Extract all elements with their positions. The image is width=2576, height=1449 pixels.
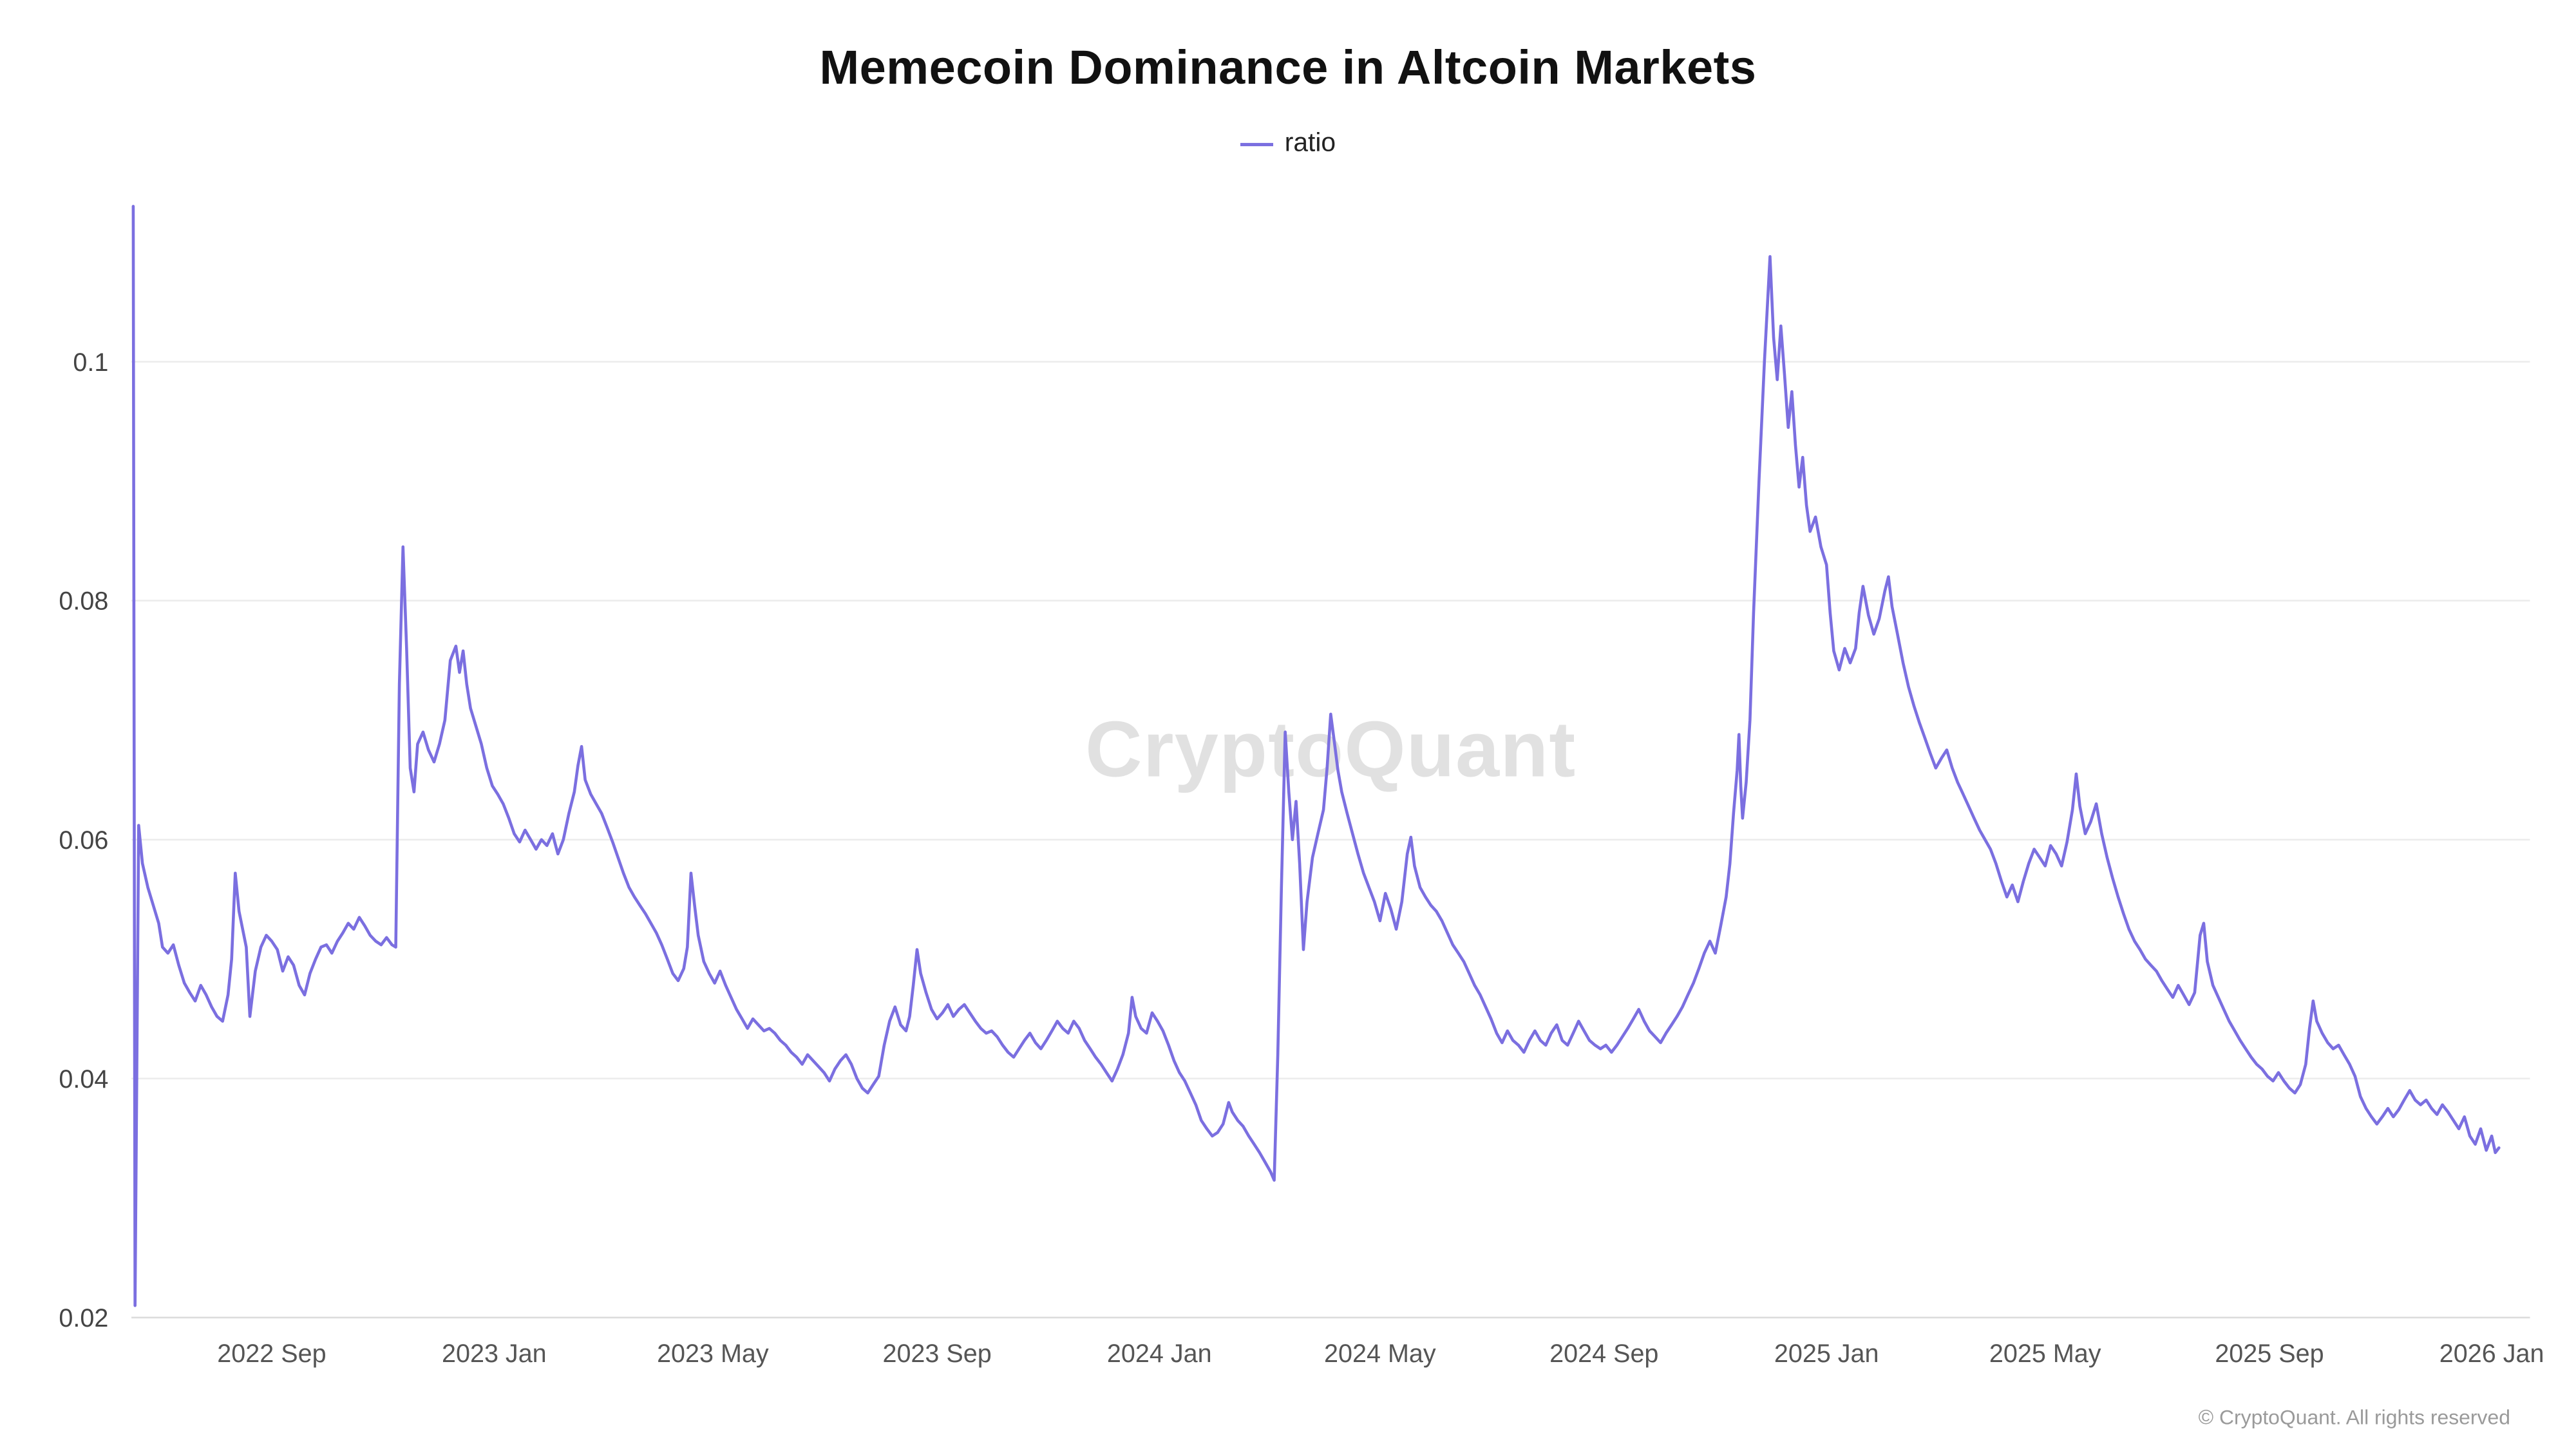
x-tick-label: 2025 Jan bbox=[1774, 1340, 1879, 1368]
x-tick-label: 2024 Jan bbox=[1107, 1340, 1212, 1368]
y-tick-label: 0.04 bbox=[59, 1065, 108, 1094]
x-tick-label: 2024 May bbox=[1324, 1340, 1436, 1368]
legend[interactable]: ratio bbox=[0, 130, 2576, 160]
chart-title: Memecoin Dominance in Altcoin Markets bbox=[819, 43, 1757, 95]
y-tick-label: 0.02 bbox=[59, 1304, 108, 1332]
x-tick-label: 2022 Sep bbox=[217, 1340, 326, 1368]
x-tick-label: 2025 May bbox=[1989, 1340, 2101, 1368]
ratio-series-line[interactable] bbox=[131, 205, 2501, 1307]
copyright-note: © CryptoQuant. All rights reserved bbox=[2198, 1406, 2510, 1430]
legend-line-swatch bbox=[1240, 142, 1273, 147]
y-tick-label: 0.08 bbox=[59, 587, 108, 616]
x-tick-label: 2023 Sep bbox=[882, 1340, 991, 1368]
x-tick-label: 2023 Jan bbox=[442, 1340, 547, 1368]
y-tick-label: 0.06 bbox=[59, 826, 108, 855]
x-tick-label: 2024 Sep bbox=[1549, 1340, 1658, 1368]
y-tick-label: 0.1 bbox=[73, 348, 108, 377]
legend-label: ratio bbox=[1284, 129, 1336, 158]
x-tick-label: 2023 May bbox=[657, 1340, 769, 1368]
x-tick-label: 2025 Sep bbox=[2215, 1340, 2324, 1368]
x-tick-label: 2026 Jan bbox=[2439, 1340, 2544, 1368]
